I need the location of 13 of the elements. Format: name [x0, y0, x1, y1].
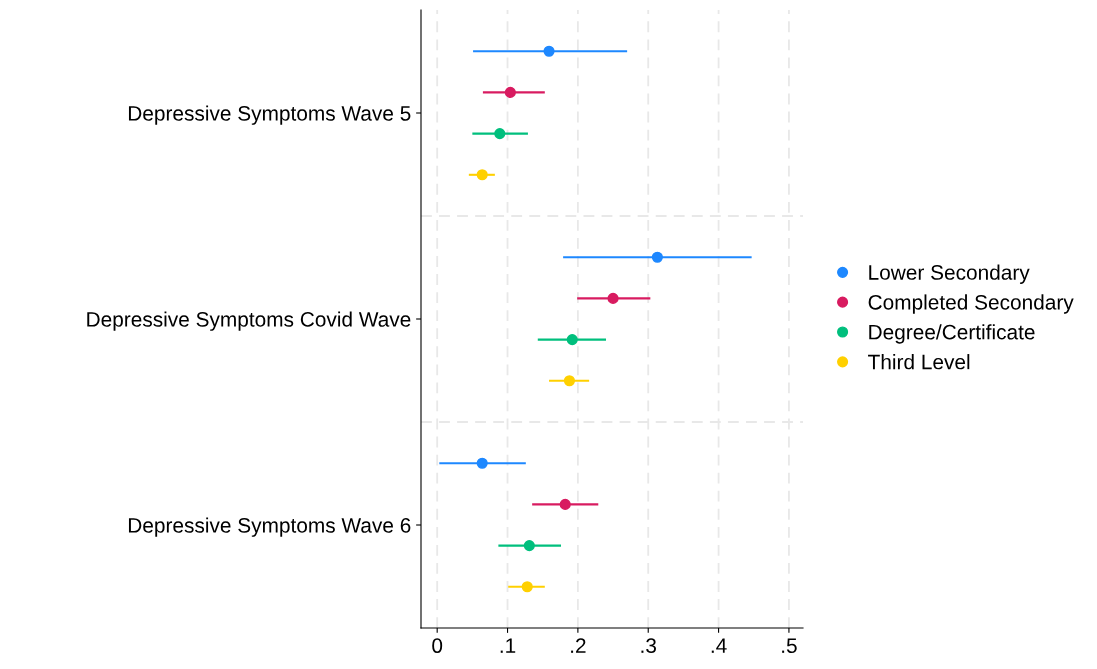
x-tick-label: .3 — [641, 638, 656, 654]
y-tick-label: Depressive Symptoms Wave 5 — [128, 105, 411, 125]
legend-label: Third Level — [868, 354, 970, 370]
legend-label: Lower Secondary — [869, 264, 1030, 284]
legend-label: Completed Secondary — [868, 294, 1074, 314]
x-tick-label: .1 — [500, 638, 516, 653]
x-tick-label: .4 — [711, 638, 727, 653]
legend-label: Degree/Certificate — [869, 324, 1035, 344]
y-tick-label: Depressive Symptoms Wave 6 — [128, 517, 411, 537]
x-tick-label: .2 — [571, 638, 586, 653]
x-tick-label: 0 — [432, 638, 443, 654]
y-tick-label: Depressive Symptoms Covid Wave — [87, 311, 411, 331]
x-tick-label: .5 — [782, 638, 797, 654]
